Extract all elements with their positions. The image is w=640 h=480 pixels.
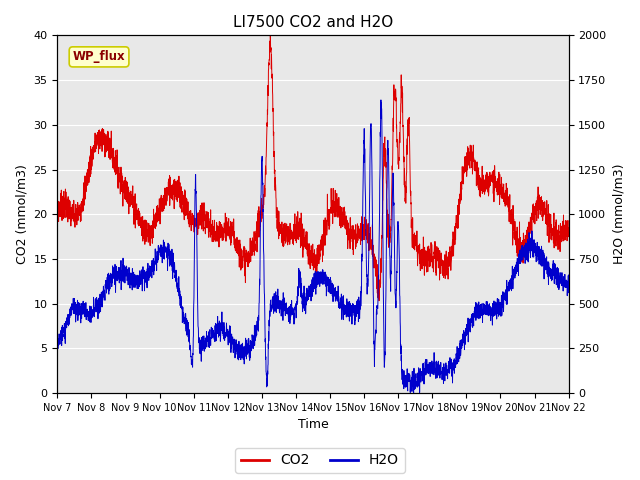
- CO2: [142, 239, 150, 244]
- Y-axis label: CO2 (mmol/m3): CO2 (mmol/m3): [15, 164, 28, 264]
- CO2: [112, 172, 120, 178]
- H2O: [564, 272, 572, 278]
- H2O: [112, 275, 120, 281]
- CO2: [555, 230, 563, 236]
- H2O: [555, 287, 563, 292]
- Legend: CO2, H2O: CO2, H2O: [236, 448, 404, 473]
- CO2: [375, 298, 383, 304]
- CO2: [250, 240, 257, 245]
- Line: H2O: H2O: [58, 100, 568, 393]
- CO2: [564, 225, 572, 231]
- X-axis label: Time: Time: [298, 419, 328, 432]
- Y-axis label: H2O (mmol/m3): H2O (mmol/m3): [612, 164, 625, 264]
- H2O: [410, 390, 417, 396]
- CO2: [272, 185, 280, 191]
- H2O: [250, 339, 257, 345]
- H2O: [377, 97, 385, 103]
- Text: WP_flux: WP_flux: [73, 50, 125, 63]
- Line: CO2: CO2: [58, 36, 568, 301]
- CO2: [500, 199, 508, 204]
- CO2: [54, 197, 61, 203]
- H2O: [142, 279, 150, 285]
- H2O: [54, 330, 61, 336]
- CO2: [266, 33, 274, 38]
- Title: LI7500 CO2 and H2O: LI7500 CO2 and H2O: [233, 15, 393, 30]
- H2O: [500, 289, 508, 295]
- H2O: [272, 293, 280, 299]
